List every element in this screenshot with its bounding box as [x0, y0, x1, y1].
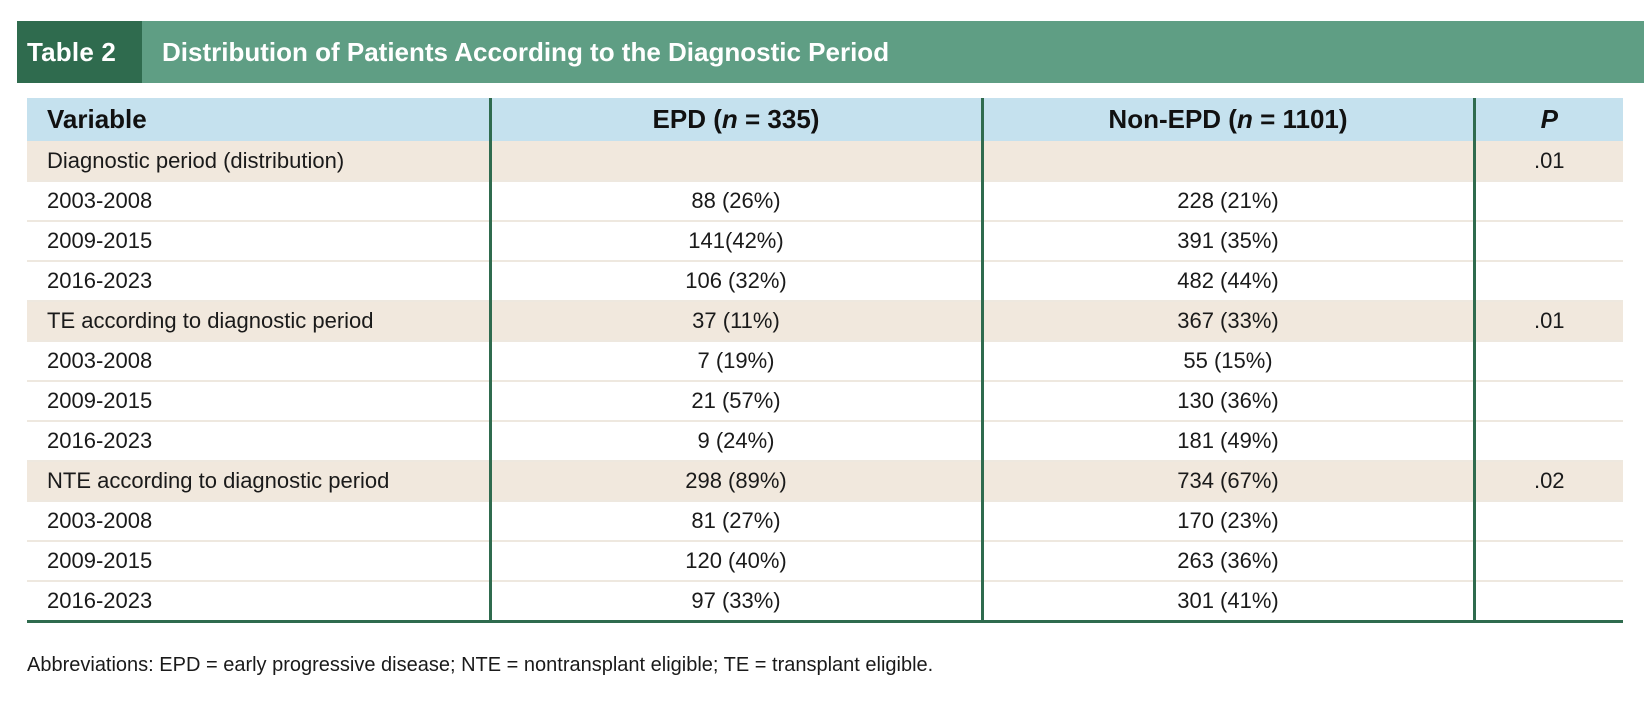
cell-non-epd: 181 (49%) [980, 421, 1474, 461]
row-label: Diagnostic period (distribution) [47, 147, 345, 173]
cell-p-value: .01 [1472, 141, 1623, 181]
row-label: 2009-2015 [47, 548, 153, 573]
row-label: TE according to diagnostic period [47, 308, 374, 333]
row-label: 2003-2008 [47, 348, 153, 373]
row-label: 2009-2015 [47, 228, 153, 253]
row-label: 2016-2023 [47, 268, 153, 293]
header-epd-suffix: = 335) [737, 104, 820, 134]
cell-epd: 141(42%) [488, 221, 982, 261]
table-row: 2009-2015 21 (57%) 130 (36%) [27, 381, 1623, 421]
row-label: 2003-2008 [47, 188, 153, 213]
row-label: 2016-2023 [47, 428, 153, 453]
table-banner: Table 2 Distribution of Patients Accordi… [17, 21, 1644, 83]
cell-p-value [1472, 221, 1623, 261]
cell-epd: 298 (89%) [488, 461, 982, 501]
cell-epd [488, 141, 982, 181]
cell-p-value [1472, 341, 1623, 381]
row-label: NTE according to diagnostic period [47, 468, 390, 493]
header-non-epd-n: n [1236, 104, 1253, 134]
cell-non-epd: 170 (23%) [980, 501, 1474, 541]
table-row: 2016-2023 9 (24%) 181 (49%) [27, 421, 1623, 461]
table-title: Distribution of Patients According to th… [162, 36, 890, 67]
table-section-row: Diagnostic period (distribution) .01 [27, 141, 1623, 181]
cell-p-value [1472, 261, 1623, 301]
cell-non-epd: 482 (44%) [980, 261, 1474, 301]
cell-epd: 106 (32%) [488, 261, 982, 301]
cell-non-epd: 734 (67%) [980, 461, 1474, 501]
table-number: Table 2 [17, 21, 142, 83]
row-label: 2009-2015 [47, 388, 153, 413]
cell-non-epd: 263 (36%) [980, 541, 1474, 581]
cell-epd: 81 (27%) [488, 501, 982, 541]
cell-p-value: .01 [1472, 301, 1623, 341]
footnote: Abbreviations: EPD = early progressive d… [27, 654, 934, 676]
cell-p-value: .02 [1472, 461, 1623, 501]
header-non-epd-suffix: = 1101) [1252, 104, 1348, 134]
cell-epd: 120 (40%) [488, 541, 982, 581]
table-row: 2016-2023 97 (33%) 301 (41%) [27, 581, 1623, 621]
table-row: 2003-2008 7 (19%) 55 (15%) [27, 341, 1623, 381]
table-row: 2009-2015 120 (40%) 263 (36%) [27, 541, 1623, 581]
table-row: 2016-2023 106 (32%) 482 (44%) [27, 261, 1623, 301]
table-row: 2003-2008 81 (27%) 170 (23%) [27, 501, 1623, 541]
cell-non-epd: 55 (15%) [980, 341, 1474, 381]
table-row: 2009-2015 141(42%) 391 (35%) [27, 221, 1623, 261]
cell-p-value [1472, 421, 1623, 461]
cell-p-value [1472, 181, 1623, 221]
table-section-row: NTE according to diagnostic period 298 (8… [27, 461, 1623, 501]
cell-non-epd: 391 (35%) [980, 221, 1474, 261]
header-non-epd-prefix: Non-EPD ( [1108, 104, 1237, 134]
header-variable: Variable [27, 98, 490, 141]
table-section-row: TE according to diagnostic period 37 (11%… [27, 301, 1623, 341]
cell-non-epd: 228 (21%) [980, 181, 1474, 221]
cell-p-value [1472, 381, 1623, 421]
cell-epd: 7 (19%) [488, 341, 982, 381]
header-epd-prefix: EPD ( [652, 104, 722, 134]
cell-epd: 9 (24%) [488, 421, 982, 461]
cell-p-value [1472, 501, 1623, 541]
cell-epd: 21 (57%) [488, 381, 982, 421]
cell-epd: 97 (33%) [488, 581, 982, 621]
header-p-value: P [1472, 98, 1623, 141]
header-non-epd: Non-EPD (n = 1101) [980, 98, 1474, 141]
header-row: Variable EPD (n = 335) Non-EPD (n = 1101… [27, 98, 1623, 141]
row-label: 2003-2008 [47, 508, 153, 533]
header-epd: EPD (n = 335) [488, 98, 982, 141]
cell-epd: 37 (11%) [488, 301, 982, 341]
cell-non-epd: 367 (33%) [980, 301, 1474, 341]
cell-p-value [1472, 581, 1623, 621]
row-label: 2016-2023 [47, 587, 153, 613]
cell-epd: 88 (26%) [488, 181, 982, 221]
cell-non-epd: 301 (41%) [980, 581, 1474, 621]
table-row: 2003-2008 88 (26%) 228 (21%) [27, 181, 1623, 221]
cell-non-epd: 130 (36%) [980, 381, 1474, 421]
cell-non-epd [980, 141, 1474, 181]
data-table: Variable EPD (n = 335) Non-EPD (n = 1101… [27, 98, 1623, 623]
cell-p-value [1472, 541, 1623, 581]
header-epd-n: n [721, 104, 738, 134]
